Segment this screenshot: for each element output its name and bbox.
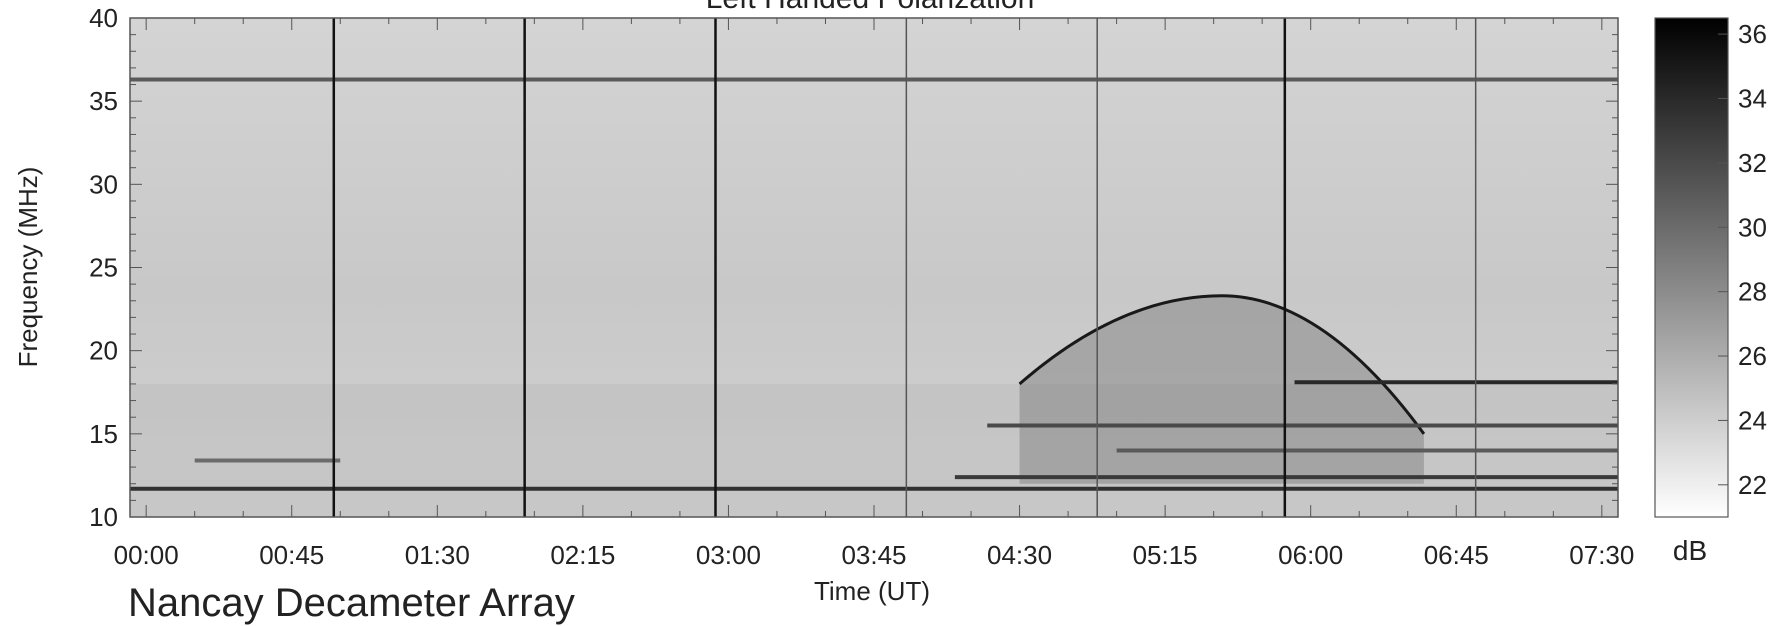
y-tick-label: 15	[89, 419, 118, 449]
x-tick-label: 03:00	[696, 540, 761, 570]
x-tick-label: 04:30	[987, 540, 1052, 570]
x-tick-label: 01:30	[405, 540, 470, 570]
x-tick-label: 00:00	[114, 540, 179, 570]
x-tick-label: 07:30	[1569, 540, 1634, 570]
x-tick-label: 06:45	[1424, 540, 1489, 570]
y-tick-label: 20	[89, 336, 118, 366]
burst-arc-0	[1018, 294, 1426, 435]
colorbar-tick-label: 22	[1738, 470, 1767, 500]
chart-title: Left Handed Polarization	[706, 0, 1035, 15]
plot-background	[130, 18, 1618, 517]
colorbar-tick-label: 34	[1738, 83, 1767, 113]
colorbar-frame	[1654, 17, 1729, 518]
x-tick-label: 00:45	[259, 540, 324, 570]
colorbar: 22 24 26 28 30 32 34 36 dB	[1654, 17, 1767, 566]
x-tick-label: 06:00	[1278, 540, 1343, 570]
footer-label: Nancay Decameter Array	[128, 581, 575, 625]
plot-area: 10 15 20 25 30 35 40 00:00 00:45 01:30 02:15 03:00…	[89, 3, 1634, 570]
x-tick-label: 05:15	[1133, 540, 1198, 570]
y-tick-label: 35	[89, 86, 118, 116]
colorbar-tick-label: 36	[1738, 19, 1767, 49]
x-tick-label: 03:45	[841, 540, 906, 570]
x-axis: 00:00 00:45 01:30 02:15 03:00 03:45 04:30 05:15…	[114, 18, 1634, 570]
colorbar-tick-label: 24	[1738, 405, 1767, 435]
x-axis-label: Time (UT)	[814, 576, 930, 606]
colorbar-label: dB	[1673, 535, 1707, 566]
x-tick-label: 02:15	[550, 540, 615, 570]
y-axis-label: Frequency (MHz)	[13, 167, 43, 368]
y-tick-label: 10	[89, 502, 118, 532]
colorbar-tick-label: 30	[1738, 212, 1767, 242]
y-tick-label: 25	[89, 253, 118, 283]
colorbar-tick-label: 26	[1738, 341, 1767, 371]
colorbar-tick-label: 28	[1738, 277, 1767, 307]
y-axis: 10 15 20 25 30 35 40	[89, 3, 1618, 532]
colorbar-tick-label: 32	[1738, 148, 1767, 178]
colorbar-ticks: 22 24 26 28 30 32 34 36	[1718, 19, 1767, 500]
y-tick-label: 40	[89, 3, 118, 33]
y-tick-label: 30	[89, 169, 118, 199]
spectrogram-content	[130, 18, 1618, 517]
colorbar-gradient	[1655, 18, 1728, 517]
burst-region-0	[1019, 295, 1424, 484]
